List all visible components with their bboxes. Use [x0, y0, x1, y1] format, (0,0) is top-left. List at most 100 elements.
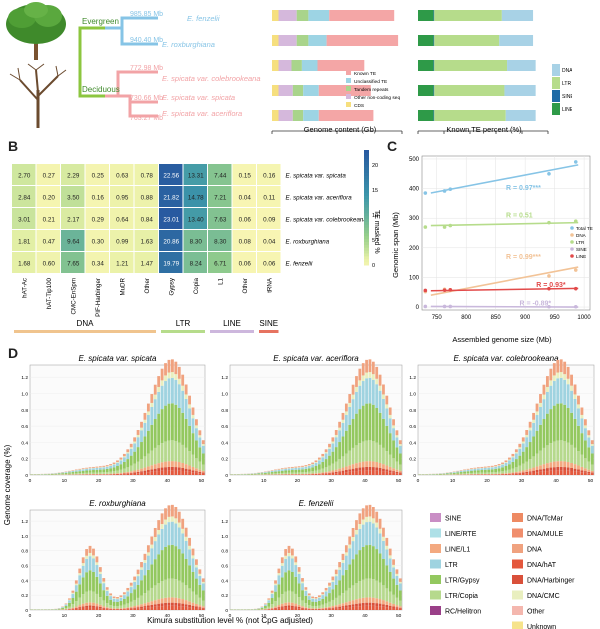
kimura-bar-ltr: [382, 398, 385, 419]
kimura-bar-ltr-gypsy: [198, 584, 202, 598]
kimura-bar-ltr-gypsy: [476, 470, 480, 473]
kimura-bar-dna-cmc: [514, 452, 518, 454]
kimura-bar-dna-hat: [539, 471, 542, 475]
scatter-legend-label: LTR: [576, 240, 585, 245]
scatter-point-ltr: [547, 220, 551, 225]
kimura-bar-dna: [81, 468, 85, 470]
colorbar-segment: [364, 158, 369, 162]
kimura-bar-line-l1: [129, 471, 133, 473]
kimura-bar-ltr-gypsy: [445, 473, 449, 475]
kimura-bar-ltr: [143, 422, 147, 437]
kimura-bar-ltr-copia: [143, 593, 147, 604]
genome-bar-known-te: [318, 110, 374, 121]
kimura-bar-ltr-gypsy: [129, 593, 133, 602]
kimura-bar-dna: [483, 466, 487, 468]
kimura-bar-dna-cmc: [287, 552, 291, 557]
kimura-bar-ltr-copia: [559, 440, 563, 462]
kimura-bar-dna: [92, 548, 95, 556]
kimura-bar-line-l1: [371, 461, 375, 468]
scatter-y-label: Genomic span (Mb): [391, 212, 400, 278]
kimura-bar-ltr: [181, 533, 185, 554]
kimura-bar-dna-cmc: [188, 545, 191, 550]
kimura-bar-dna-hat: [361, 470, 365, 475]
kimura-bar-dna-hat: [311, 609, 315, 610]
kimura-bar-line-l1: [160, 598, 164, 604]
kimura-bar-ltr: [102, 467, 106, 470]
kimura-bar-dna-cmc: [157, 386, 161, 392]
kimura-bar-ltr-gypsy: [351, 559, 355, 586]
scatter-x-tick-label: 750: [432, 315, 443, 321]
heatmap-cell-value: 0.25: [92, 173, 105, 180]
kimura-bar-dna: [71, 470, 75, 471]
kimura-bar-dna-harbinger: [184, 604, 188, 607]
kimura-bar-ltr: [552, 381, 556, 406]
kimura-bar-dna-hat: [556, 470, 560, 475]
kimura-bar-dna-harbinger: [198, 471, 202, 474]
te-legend-swatch: [552, 103, 560, 115]
kimura-bar-dna-cmc: [311, 598, 315, 599]
kimura-bar-ltr-gypsy: [514, 459, 518, 468]
kimura-bar-ltr-gypsy: [184, 418, 188, 448]
kimura-bar-line-l1: [116, 608, 119, 610]
kimura-bar-dna: [102, 578, 106, 582]
te-bar-sine: [433, 10, 435, 21]
kimura-bar-dna: [341, 553, 345, 561]
kimura-x-tick-label: 20: [96, 478, 102, 484]
kimura-bar-line-l1: [525, 469, 529, 472]
kimura-bar-line-l1: [344, 602, 348, 606]
kimura-bar-dna: [385, 537, 389, 546]
kimura-bar-ltr-copia: [92, 472, 95, 475]
kimura-bar-dna-cmc: [280, 563, 284, 566]
kimura-bar-dna-hat: [355, 606, 358, 610]
kimura-bar-line-l1: [129, 606, 133, 609]
kimura-bar-ltr: [146, 415, 150, 431]
kimura-bar-dna-harbinger: [525, 471, 529, 474]
kimura-bar-line-l1: [307, 608, 311, 609]
kimura-bar-ltr: [301, 467, 304, 470]
kimura-bar-ltr-gypsy: [260, 473, 264, 475]
kimura-bar-ltr: [521, 443, 525, 452]
kimura-bar-ltr-copia: [153, 447, 157, 465]
kimura-bar-ltr-copia: [68, 473, 71, 475]
kimura-bar-ltr-copia: [297, 597, 301, 605]
kimura-bar-dna-hat: [348, 607, 352, 610]
kimura-bar-ltr: [504, 462, 508, 466]
kimura-bar-dna-cmc: [388, 555, 392, 559]
kimura-bar-line-l1: [170, 597, 174, 603]
kimura-bar-ltr-copia: [375, 442, 379, 463]
genome-legend-swatch: [346, 102, 351, 107]
kimura-bar-line-l1: [518, 471, 522, 473]
kimura-bar-dna-hat: [191, 472, 195, 475]
kimura-bar-ltr-copia: [338, 595, 341, 605]
kimura-bar-line-l1: [126, 471, 130, 474]
kimura-bar-dna-cmc: [314, 462, 318, 463]
kimura-bar-ltr-copia: [116, 606, 119, 609]
kimura-x-tick-label: 10: [261, 478, 267, 484]
kimura-bar-ltr-copia: [170, 578, 174, 598]
te-bar-line: [418, 10, 434, 21]
kimura-bar-ltr-gypsy: [157, 554, 161, 584]
scatter-point-total-te: [442, 189, 447, 193]
kimura-bar-ltr: [545, 391, 549, 414]
kimura-bar-dna: [490, 465, 494, 467]
heatmap-cell-value: 7.44: [214, 173, 227, 180]
kimura-bar-ltr-gypsy: [388, 571, 392, 592]
kimura-bar-dna: [280, 557, 284, 564]
heatmap-cell: [232, 186, 256, 207]
kimura-bar-ltr-copia: [487, 472, 491, 474]
kimura-bar-ltr-copia: [324, 603, 328, 608]
kimura-bar-ltr-gypsy: [518, 455, 522, 466]
kimura-bar-ltr-gypsy: [280, 577, 284, 595]
kimura-bar-ltr: [324, 453, 328, 460]
kimura-bar-ltr-gypsy: [314, 465, 318, 471]
kimura-bar-ltr-gypsy: [74, 591, 78, 602]
kimura-bar-ltr-copia: [545, 445, 549, 464]
kimura-bar-dna-harbinger: [361, 467, 365, 471]
kimura-bar-ltr: [559, 377, 563, 404]
kimura-y-tick-label: 0.8: [21, 549, 28, 555]
kimura-bar-line-l1: [341, 467, 345, 471]
kimura-bar-line-l1: [116, 473, 119, 474]
kimura-bar-ltr-gypsy: [122, 461, 126, 469]
heatmap-cell: [12, 208, 36, 229]
kimura-bar-dna-harbinger: [129, 472, 133, 474]
